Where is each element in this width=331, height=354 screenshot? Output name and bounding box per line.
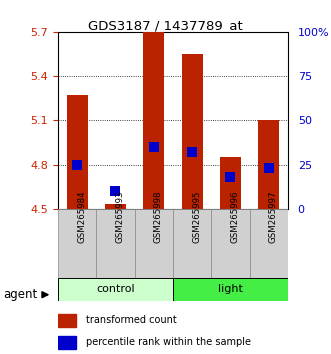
Bar: [220, 157, 241, 209]
Text: GSM265998: GSM265998: [154, 191, 163, 244]
Point: [113, 188, 118, 194]
Text: GSM265996: GSM265996: [230, 191, 239, 244]
Text: GSM265995: GSM265995: [192, 191, 201, 244]
Text: GSM265984: GSM265984: [77, 191, 86, 244]
Text: GSM265993: GSM265993: [116, 191, 124, 244]
Bar: [211, 209, 250, 278]
Text: transformed count: transformed count: [85, 315, 176, 325]
Bar: [67, 95, 88, 209]
Bar: [182, 54, 203, 209]
Point: [266, 165, 271, 171]
Bar: [173, 278, 288, 301]
Bar: [143, 32, 164, 209]
Bar: [105, 204, 126, 209]
Bar: [173, 209, 211, 278]
Bar: [96, 209, 135, 278]
Point: [228, 174, 233, 180]
Bar: [250, 209, 288, 278]
Text: GSM265997: GSM265997: [269, 191, 278, 244]
Text: light: light: [218, 284, 243, 295]
Text: control: control: [96, 284, 135, 295]
Text: agent: agent: [3, 288, 37, 301]
Bar: [58, 278, 173, 301]
Text: percentile rank within the sample: percentile rank within the sample: [85, 337, 251, 348]
Bar: [258, 120, 279, 209]
Bar: [135, 209, 173, 278]
Point: [189, 149, 195, 155]
Bar: [58, 209, 96, 278]
Point: [151, 144, 157, 150]
Text: GDS3187 / 1437789_at: GDS3187 / 1437789_at: [88, 19, 243, 33]
Bar: [58, 336, 76, 349]
Bar: [58, 314, 76, 327]
Point: [74, 162, 80, 167]
